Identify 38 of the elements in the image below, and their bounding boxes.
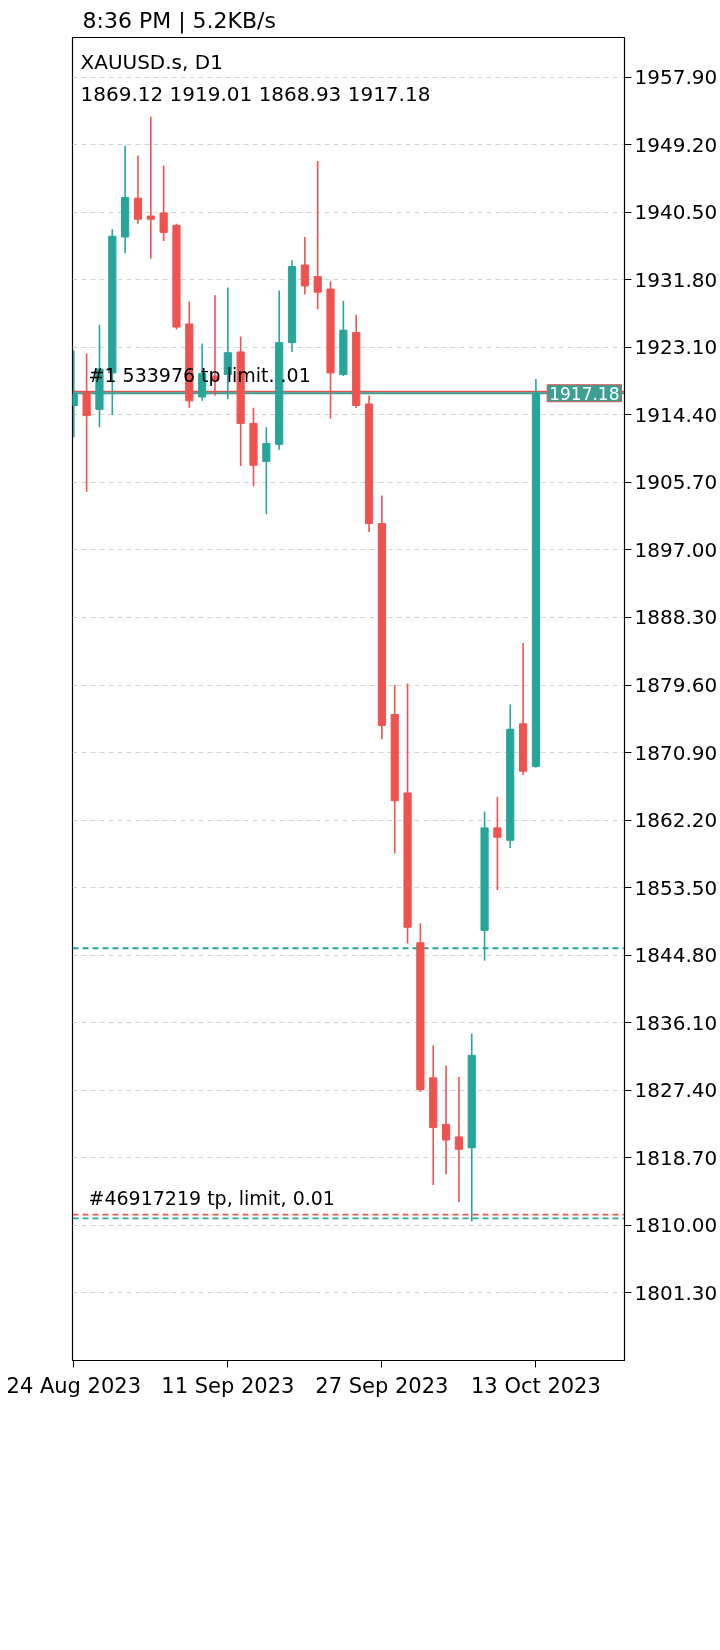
y-tick-label: 1957.90: [634, 65, 718, 90]
y-tick-label: 1827.40: [634, 1078, 718, 1103]
candlestick: [441, 1064, 451, 1175]
text: 8:36 PM | 5.2KB/s: [82, 7, 276, 34]
x-tick-label: 27 Sep 2023: [315, 1373, 449, 1398]
candlestick: [82, 352, 91, 493]
candlestick: [159, 164, 168, 242]
x-tick-label: 13 Oct 2023: [471, 1373, 601, 1398]
y-tick-label: 1905.70: [634, 470, 718, 495]
candlestick: [493, 796, 502, 891]
candlestick: [146, 115, 155, 260]
y-tick-label: 1810.00: [634, 1213, 718, 1238]
x-tick-label: 11 Sep 2023: [161, 1373, 295, 1398]
annotation: 1917.18: [549, 383, 620, 404]
y-tick-label: 1879.60: [634, 673, 718, 698]
candlestick: [133, 154, 143, 225]
y-tick-label: 1844.80: [634, 943, 718, 968]
ref-line-label: #46917219 tp, limit, 0.01: [88, 1186, 335, 1209]
y-tick-label: 1801.30: [634, 1280, 718, 1305]
candlestick: [454, 1076, 463, 1203]
text: XAUUSD.s, D1: [80, 49, 223, 74]
y-tick-label: 1914.40: [634, 402, 718, 427]
text: 1869.12 1919.01 1868.93 1917.18: [80, 81, 431, 106]
y-tick-label: 1940.50: [634, 200, 718, 225]
candlestick: [313, 160, 322, 311]
y-tick-label: 1836.10: [634, 1010, 718, 1035]
y-tick-label: 1897.00: [634, 537, 718, 562]
y-tick-label: 1949.20: [634, 132, 718, 157]
y-tick-label: 1853.50: [634, 875, 718, 900]
y-tick-label: 1931.80: [634, 267, 718, 292]
candlestick: [262, 426, 271, 516]
x-tick-label: 24 Aug 2023: [6, 1373, 142, 1398]
y-tick-label: 1870.90: [634, 740, 718, 765]
candlestick: [300, 236, 309, 296]
y-tick-label: 1923.10: [634, 335, 718, 360]
y-tick-label: 1888.30: [634, 605, 718, 630]
y-tick-label: 1818.70: [634, 1145, 718, 1170]
y-tick-label: 1862.20: [634, 808, 718, 833]
